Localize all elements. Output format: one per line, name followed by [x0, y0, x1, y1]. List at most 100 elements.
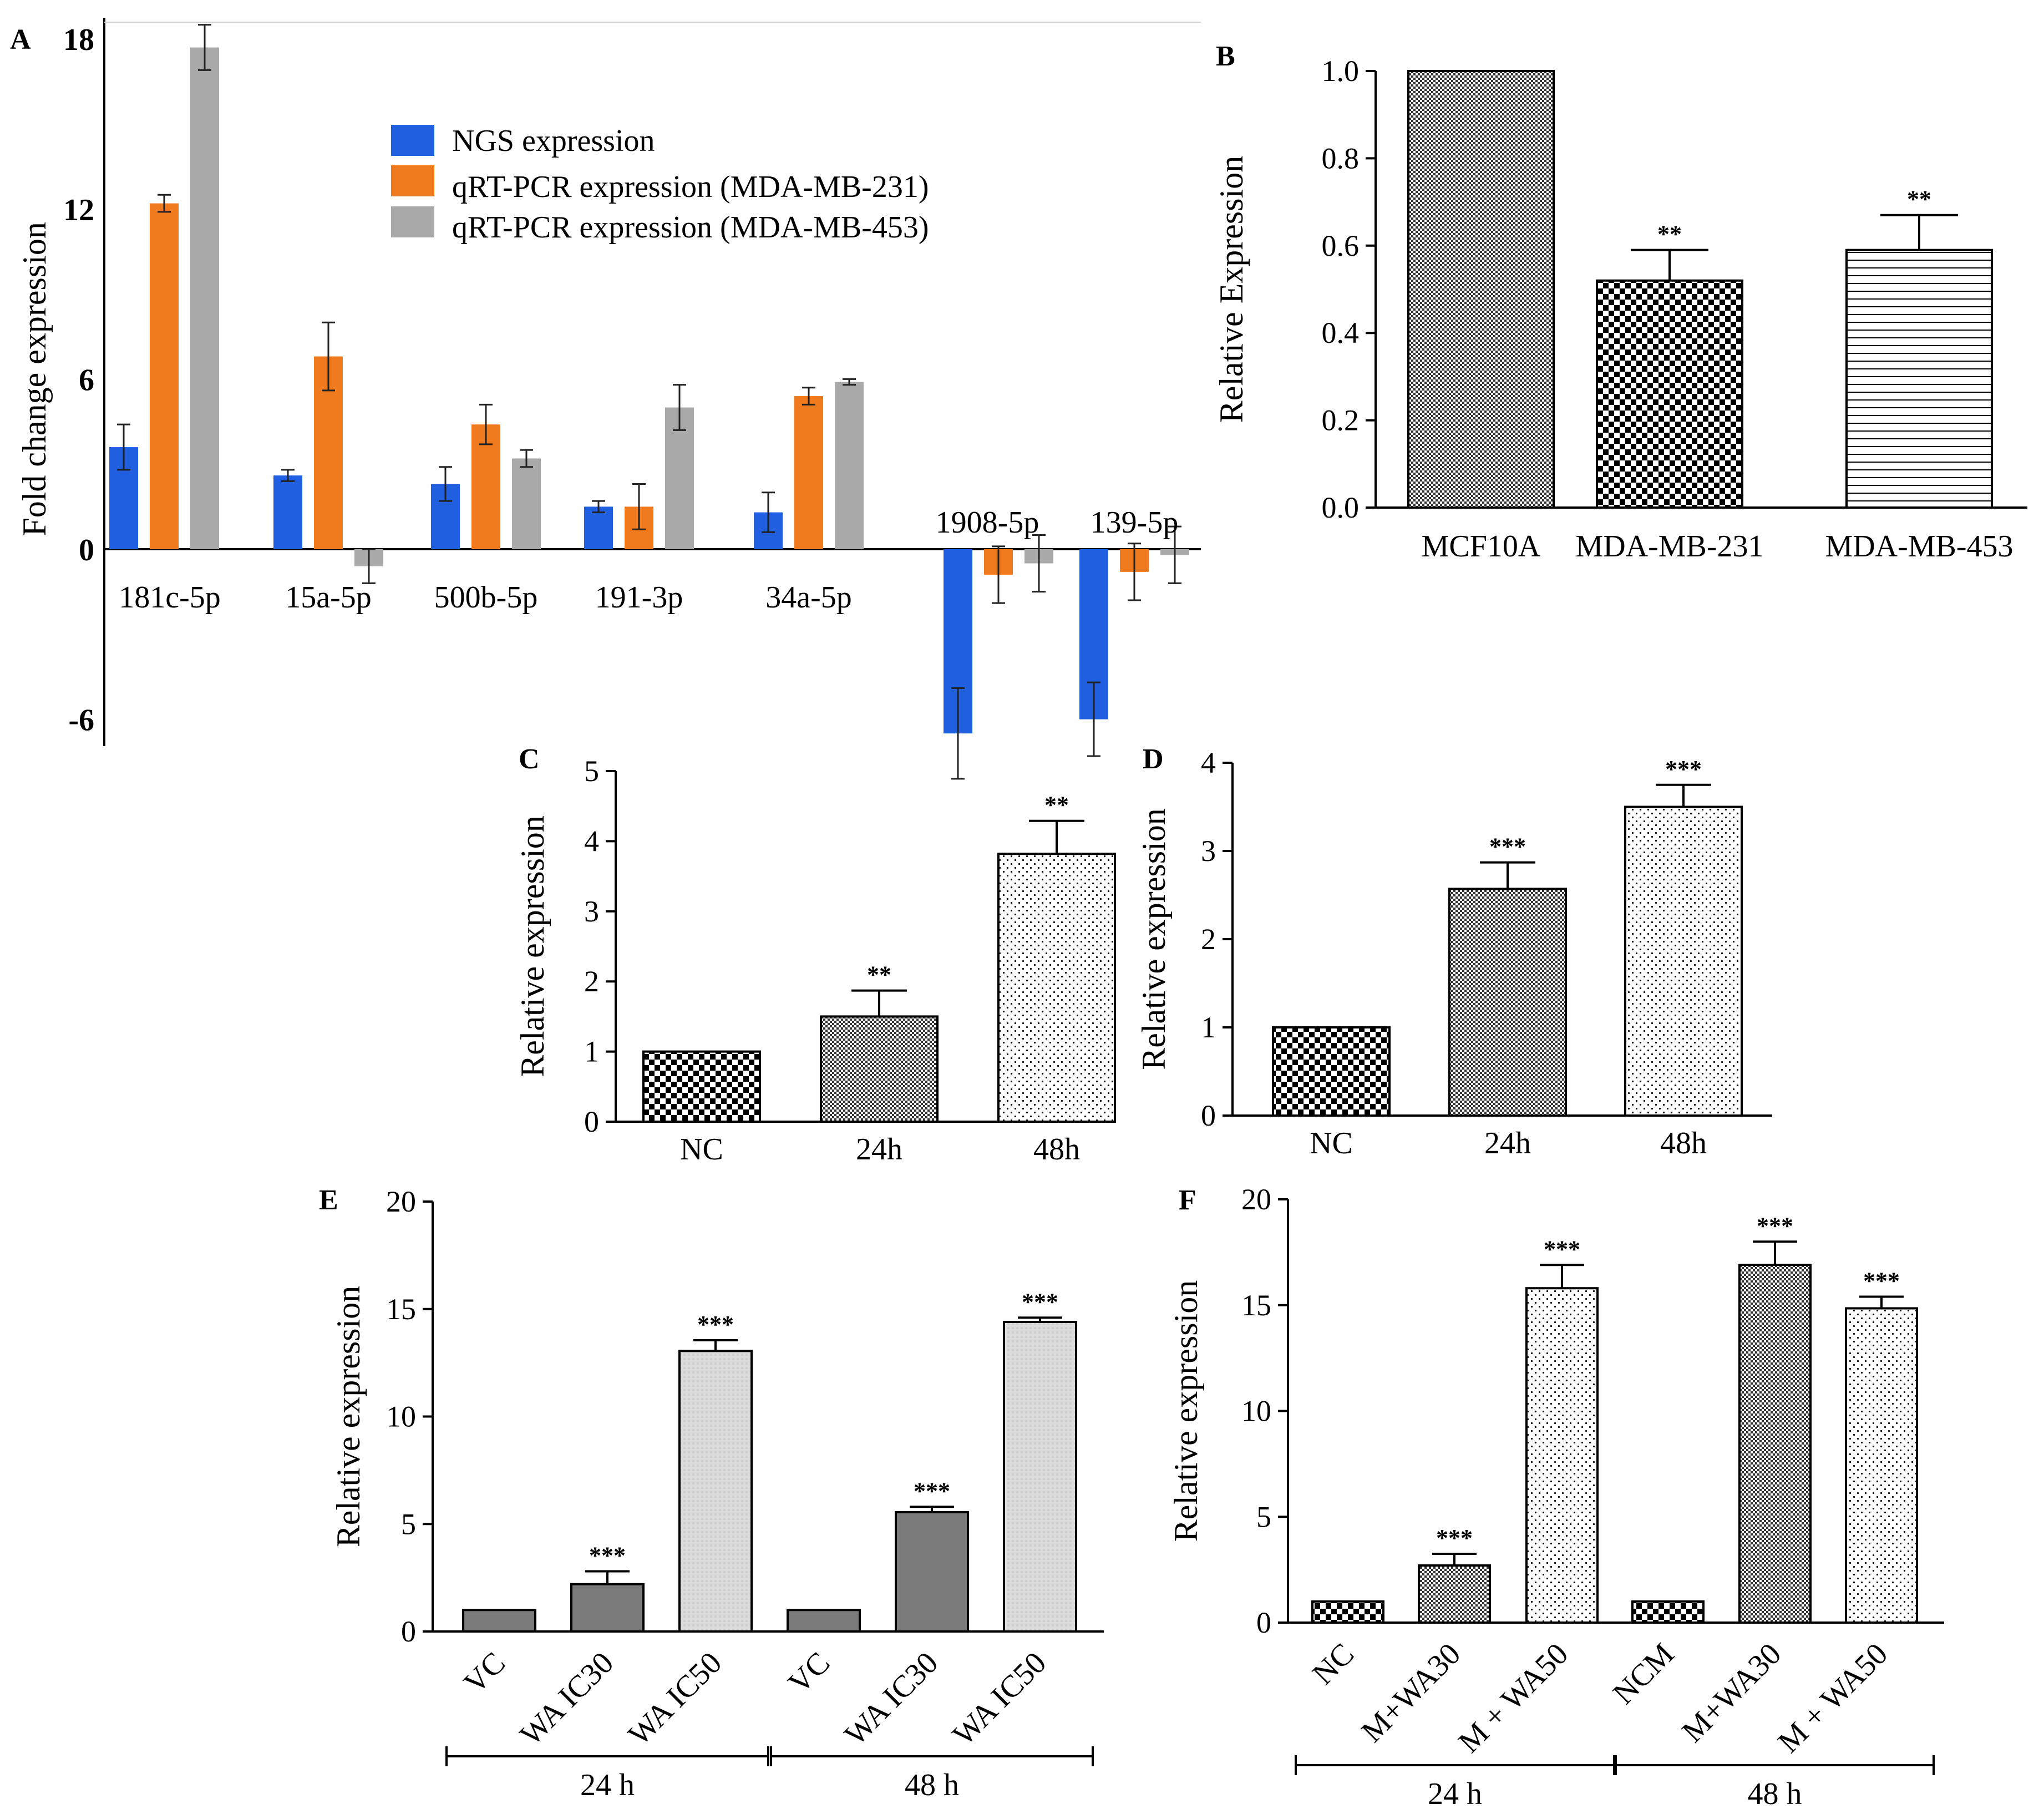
x-tick-label-e: WA IC30	[514, 1645, 620, 1752]
y-axis-label-b: Relative Expression	[1213, 156, 1250, 423]
y-tick-label-a: 6	[79, 363, 94, 397]
y-axis-label-c: Relative expression	[514, 815, 551, 1077]
x-tick-label-e: WA IC30	[838, 1645, 945, 1752]
bar-a-1-4	[794, 396, 823, 549]
y-tick-label-c: 1	[584, 1035, 599, 1068]
x-tick-label-e: WA IC50	[946, 1645, 1053, 1752]
bar-a-2-0	[190, 47, 219, 549]
legend-swatch-mda231	[391, 165, 434, 196]
x-tick-label-d: 48h	[1660, 1126, 1707, 1161]
y-axis-label-e: Relative expression	[330, 1286, 367, 1548]
bar-e-3	[787, 1609, 861, 1633]
group-label-e: 48 h	[905, 1768, 959, 1802]
significance-f: ***	[1757, 1212, 1793, 1239]
panel-label-e: E	[319, 1184, 338, 1216]
legend-label-mda231: qRT-PCR expression (MDA-MB-231)	[452, 170, 929, 204]
y-tick-label-a: 0	[79, 533, 94, 567]
x-tick-label-e: WA IC50	[622, 1645, 728, 1752]
x-tick-label-f: M + WA50	[1452, 1636, 1575, 1760]
x-tick-label-c: NC	[680, 1132, 723, 1167]
bar-e-4	[895, 1511, 969, 1633]
x-tick-label-f: NCM	[1606, 1636, 1681, 1711]
x-tick-label-a: 181c-5p	[119, 580, 221, 615]
y-tick-label-c: 0	[584, 1105, 599, 1138]
y-tick-label-e: 10	[386, 1400, 416, 1433]
y-tick-label-f: 0	[1256, 1606, 1271, 1639]
y-axis-label-d: Relative expression	[1135, 808, 1172, 1070]
y-tick-label-b: 0.2	[1322, 404, 1360, 437]
x-tick-label-a: 500b-5p	[434, 580, 538, 615]
significance-f: ***	[1544, 1235, 1580, 1263]
x-tick-label-a: 191-3p	[595, 580, 683, 615]
bar-c-1	[820, 1015, 939, 1123]
bar-e-1	[570, 1583, 645, 1633]
y-axis-label-f: Relative expression	[1168, 1280, 1204, 1542]
bar-a-1-2	[471, 424, 500, 549]
bar-f-5	[1845, 1307, 1918, 1624]
bar-d-0	[1272, 1026, 1391, 1117]
y-tick-label-e: 20	[386, 1185, 416, 1218]
legend-swatch-ngs	[391, 125, 434, 156]
y-tick-label-d: 1	[1201, 1011, 1216, 1044]
y-tick-label-d: 4	[1201, 746, 1216, 779]
y-tick-label-d: 3	[1201, 834, 1216, 868]
x-tick-label-b: MCF10A	[1422, 529, 1541, 564]
y-tick-label-c: 4	[584, 824, 599, 858]
x-tick-label-f: NC	[1306, 1636, 1361, 1691]
x-tick-label-e: VC	[782, 1645, 836, 1700]
significance-b: **	[1907, 186, 1931, 213]
bar-d-2	[1624, 805, 1743, 1117]
panel-label-c: C	[519, 743, 540, 775]
bar-a-0-1	[273, 475, 302, 549]
x-tick-label-c: 48h	[1033, 1132, 1080, 1167]
x-tick-label-a: 139-5p	[1091, 505, 1179, 540]
y-tick-label-c: 2	[584, 965, 599, 998]
x-tick-label-d: 24h	[1484, 1126, 1531, 1161]
bar-a-1-0	[150, 203, 179, 550]
bar-b-2	[1845, 249, 1993, 509]
y-tick-label-b: 1.0	[1322, 54, 1360, 88]
y-tick-label-d: 0	[1201, 1099, 1216, 1132]
significance-c: **	[867, 961, 891, 989]
bar-d-1	[1448, 888, 1567, 1117]
x-tick-label-b: MDA-MB-453	[1825, 529, 2013, 564]
bar-f-4	[1738, 1264, 1812, 1624]
y-tick-label-b: 0.0	[1322, 491, 1360, 524]
y-tick-label-a: -6	[68, 703, 94, 738]
bar-f-3	[1631, 1600, 1705, 1624]
y-tick-label-a: 12	[63, 193, 94, 227]
panel-label-d: D	[1143, 743, 1164, 775]
x-tick-label-d: NC	[1310, 1126, 1353, 1161]
bar-c-2	[997, 853, 1116, 1123]
significance-b: **	[1657, 221, 1682, 248]
significance-d: ***	[1489, 833, 1526, 860]
y-tick-label-c: 5	[584, 754, 599, 788]
x-tick-label-f: M+WA30	[1676, 1636, 1788, 1749]
bar-e-2	[678, 1350, 753, 1633]
panel-label-f: F	[1179, 1184, 1196, 1216]
x-tick-label-a: 15a-5p	[285, 580, 372, 615]
bar-b-1	[1596, 279, 1743, 509]
bar-f-0	[1311, 1600, 1384, 1624]
significance-c: **	[1044, 792, 1069, 819]
legend-panel-a: NGS expression qRT-PCR expression (MDA-M…	[391, 124, 929, 245]
x-tick-label-f: M + WA50	[1772, 1636, 1895, 1760]
bar-f-1	[1418, 1564, 1491, 1624]
y-tick-label-b: 0.6	[1322, 229, 1360, 262]
significance-e: ***	[697, 1311, 734, 1338]
y-tick-label-f: 15	[1241, 1289, 1271, 1322]
bar-f-2	[1525, 1287, 1599, 1624]
legend-label-ngs: NGS expression	[452, 124, 655, 158]
panel-label-a: A	[10, 24, 31, 55]
y-tick-label-e: 5	[401, 1507, 416, 1541]
significance-e: ***	[589, 1542, 626, 1569]
bar-a-2-4	[835, 382, 864, 549]
bar-e-0	[462, 1609, 536, 1633]
significance-f: ***	[1436, 1524, 1473, 1552]
y-tick-label-e: 0	[401, 1615, 416, 1648]
bar-a-2-3	[665, 407, 694, 549]
y-tick-label-b: 0.4	[1322, 316, 1360, 349]
y-tick-label-b: 0.8	[1322, 141, 1360, 175]
bar-c-0	[642, 1050, 761, 1123]
